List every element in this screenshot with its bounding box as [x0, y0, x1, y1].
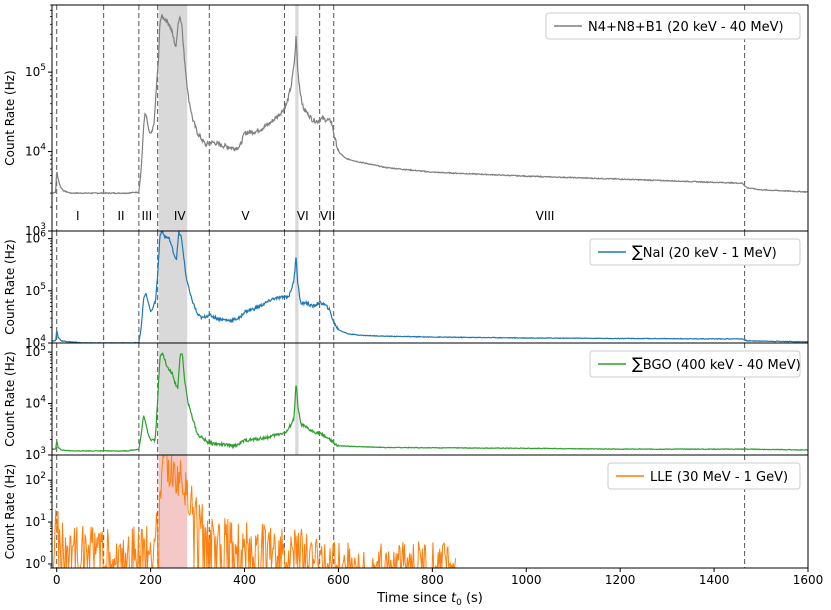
legend-box: [589, 350, 801, 378]
y-tick-exp: 2: [40, 471, 46, 481]
y-tick-exp: 4: [40, 395, 46, 405]
legend-text: LLE (30 MeV - 1 GeV): [650, 470, 788, 485]
period-label: VIII: [536, 209, 555, 223]
y-tick-base: 10: [25, 345, 40, 359]
series-line-lle: [52, 455, 456, 568]
series-line-bgo: [52, 352, 808, 453]
plot-area-gbm-sum: [52, 5, 808, 231]
y-tick-base: 10: [25, 557, 40, 571]
legend-box: [589, 238, 801, 266]
x-tick-label: 200: [139, 573, 162, 587]
x-tick-label: 1600: [793, 573, 824, 587]
legend-box: [607, 462, 801, 490]
y-axis-label: Count Rate (Hz): [3, 464, 17, 559]
y-tick-label: 104: [25, 395, 46, 411]
y-tick-base: 10: [25, 397, 40, 411]
y-tick-label: 102: [25, 471, 46, 487]
series-line-gbm-sum: [52, 14, 808, 195]
period-label: III: [142, 209, 153, 223]
plot-area-lle: [52, 455, 746, 568]
y-tick-label: 103: [25, 222, 46, 238]
y-tick-label: 104: [25, 334, 46, 350]
y-tick-label: 104: [25, 143, 46, 159]
series-line-nai: [52, 231, 808, 343]
y-tick-label: 105: [25, 343, 46, 359]
y-tick-base: 10: [25, 65, 40, 79]
y-tick-label: 106: [25, 230, 46, 246]
y-axis-label: Count Rate (Hz): [3, 70, 17, 165]
period-label: IV: [174, 209, 187, 223]
y-tick-exp: 3: [40, 446, 46, 456]
legend-text: NaI (20 keV - 1 MeV): [643, 246, 777, 261]
y-tick-base: 10: [25, 515, 40, 529]
y-tick-base: 10: [25, 473, 40, 487]
x-tick-label: 800: [421, 573, 444, 587]
sum-symbol: ∑: [632, 242, 643, 261]
y-tick-base: 10: [25, 336, 40, 350]
y-tick-base: 10: [25, 448, 40, 462]
y-tick-exp: 6: [40, 230, 46, 240]
y-tick-base: 10: [25, 232, 40, 246]
y-tick-base: 10: [25, 284, 40, 298]
legend-box: [545, 12, 801, 40]
y-tick-label: 105: [25, 282, 46, 298]
legend-label: N4+N8+B1 (20 keV - 40 MeV): [588, 20, 784, 35]
plot-area-nai: [52, 231, 808, 343]
gray-band-narrow: [295, 231, 299, 343]
legend-label: LLE (30 MeV - 1 GeV): [650, 470, 788, 485]
x-axis-label: Time since t0 (s): [376, 591, 483, 608]
x-tick-label: 1200: [605, 573, 636, 587]
y-tick-exp: 4: [40, 143, 46, 153]
x-tick-label: 1000: [511, 573, 542, 587]
y-tick-label: 100: [25, 555, 46, 571]
y-tick-exp: 5: [40, 63, 46, 73]
y-tick-label: 103: [25, 446, 46, 462]
legend-text: N4+N8+B1 (20 keV - 40 MeV): [588, 20, 784, 35]
y-tick-exp: 3: [40, 222, 46, 232]
legend-text: BGO (400 keV - 40 MeV): [643, 358, 801, 373]
pink-band: [158, 455, 188, 568]
period-label: VII: [320, 209, 335, 223]
y-tick-exp: 1: [40, 513, 46, 523]
period-label: V: [241, 209, 250, 223]
period-label: II: [117, 209, 124, 223]
y-tick-label: 105: [25, 63, 46, 79]
x-label-prefix: Time since: [376, 591, 451, 606]
x-tick-label: 600: [327, 573, 350, 587]
x-label-sub: 0: [456, 598, 462, 608]
y-axis-label: Count Rate (Hz): [3, 239, 17, 334]
y-axis-label: Count Rate (Hz): [3, 351, 17, 446]
plot-area-bgo: [52, 343, 808, 455]
legend-label: ∑NaI (20 keV - 1 MeV): [632, 242, 777, 261]
x-tick-label: 0: [53, 573, 61, 587]
gray-band-narrow: [295, 5, 299, 231]
x-tick-label: 400: [233, 573, 256, 587]
y-tick-exp: 0: [40, 555, 46, 565]
y-tick-exp: 4: [40, 334, 46, 344]
x-tick-label: 1400: [699, 573, 730, 587]
y-tick-base: 10: [25, 145, 40, 159]
y-tick-exp: 5: [40, 343, 46, 353]
y-tick-exp: 5: [40, 282, 46, 292]
y-tick-base: 10: [25, 224, 40, 238]
period-label: VI: [297, 209, 309, 223]
gray-band: [158, 5, 188, 231]
sum-symbol: ∑: [632, 354, 643, 373]
x-label-var: t: [451, 591, 457, 606]
y-tick-label: 101: [25, 513, 46, 529]
x-label-suffix: (s): [462, 591, 483, 606]
period-label: I: [76, 209, 80, 223]
panel-frame: [51, 454, 809, 569]
legend-label: ∑BGO (400 keV - 40 MeV): [632, 354, 801, 373]
